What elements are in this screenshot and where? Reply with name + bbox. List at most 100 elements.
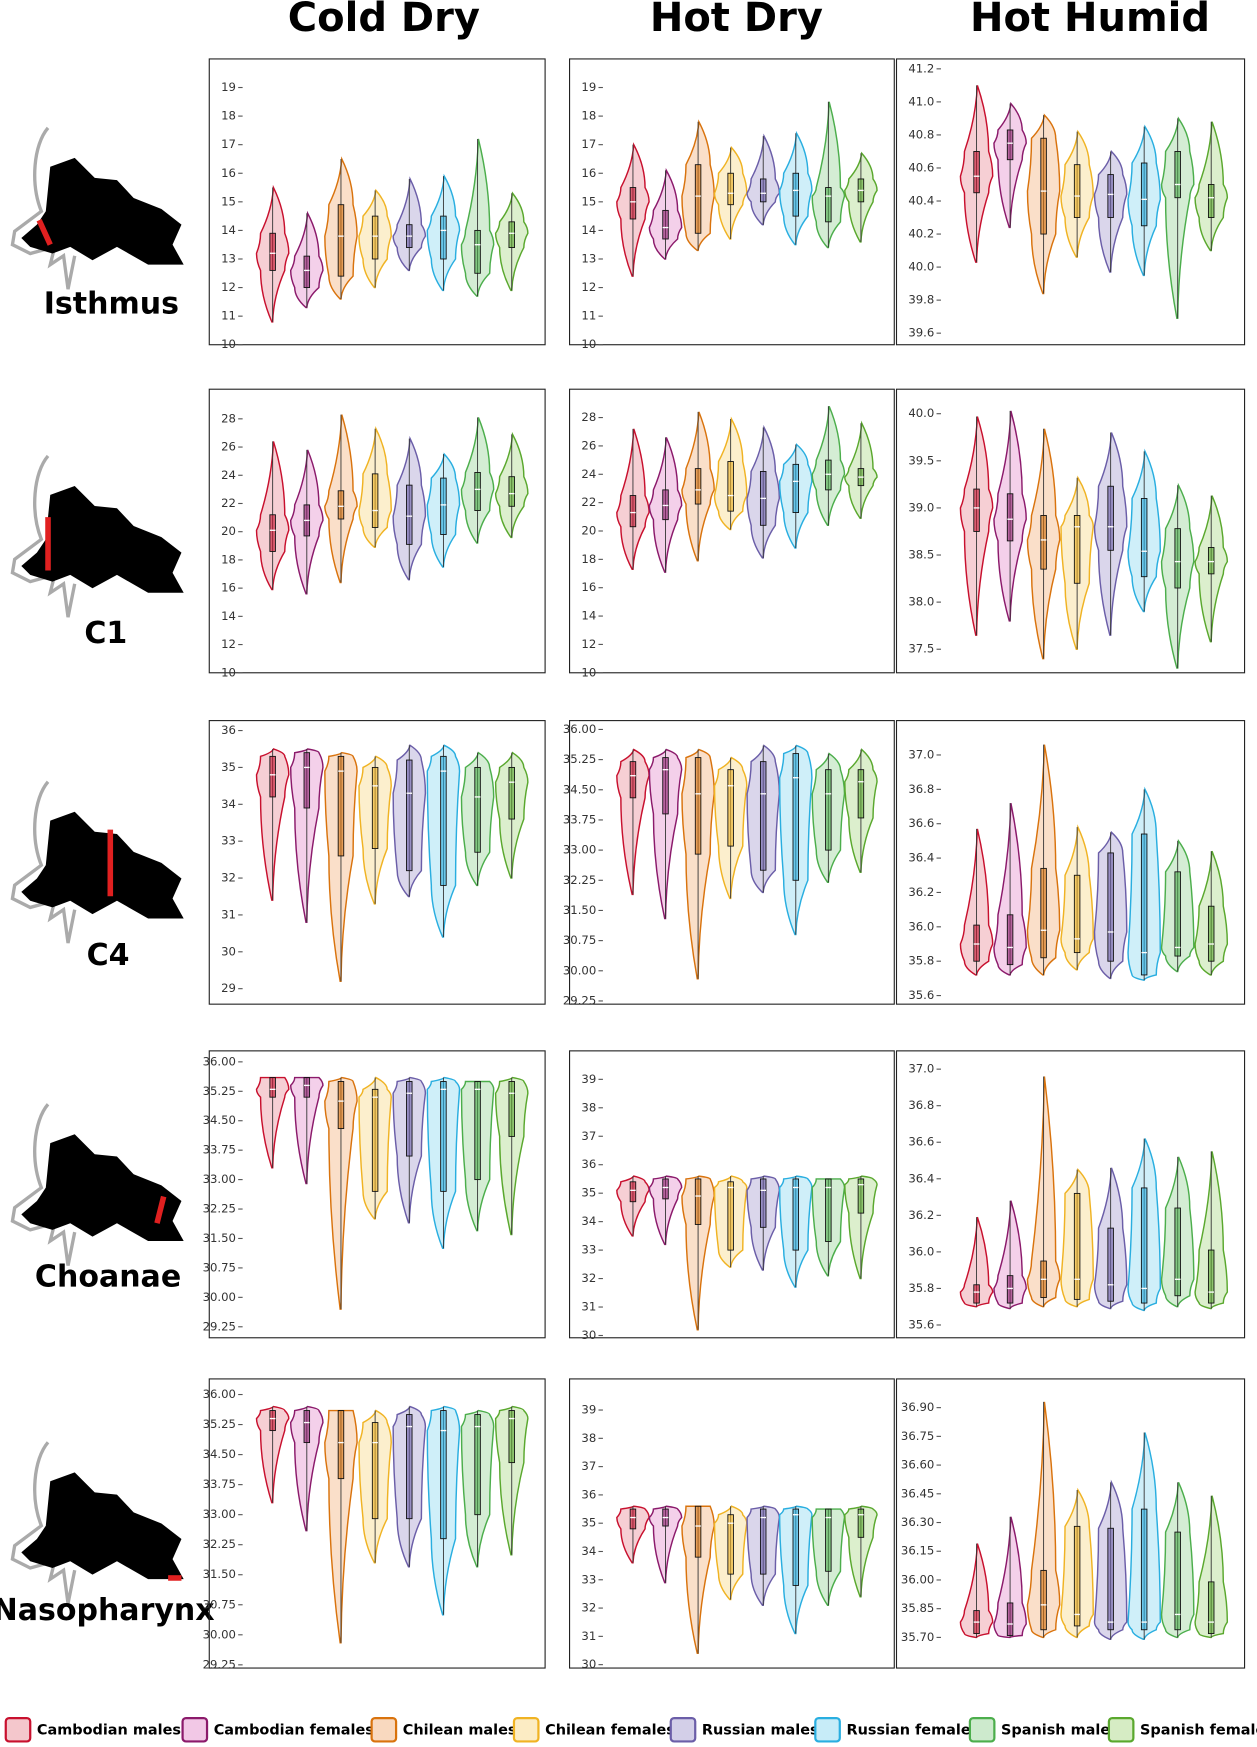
iqr-box	[793, 173, 799, 216]
y-tick-label: 39	[581, 1403, 596, 1417]
iqr-box	[372, 1089, 378, 1191]
y-tick-label: 36.6	[908, 1135, 934, 1149]
y-tick-label: 31	[581, 1629, 596, 1643]
iqr-box	[372, 216, 378, 259]
iqr-box	[372, 474, 378, 528]
y-tick-label: 17	[581, 137, 596, 151]
iqr-box	[441, 756, 447, 885]
iqr-box	[695, 469, 701, 504]
y-tick-label: 37.5	[908, 642, 934, 656]
y-tick-label: 35.8	[908, 1281, 934, 1295]
iqr-box	[338, 491, 344, 519]
y-tick-label: 31	[221, 907, 236, 921]
y-tick-label: 20	[581, 523, 596, 537]
y-tick-label: 32.25	[203, 1202, 236, 1216]
iqr-box	[1108, 486, 1114, 550]
iqr-box	[826, 1179, 832, 1242]
y-tick-label: 38.0	[908, 595, 934, 609]
y-tick-label: 32	[581, 1601, 596, 1615]
row-label: Choanae	[35, 1260, 181, 1295]
iqr-box	[1007, 130, 1013, 160]
y-tick-label: 30.00	[203, 1627, 236, 1641]
y-tick-label: 33.00	[563, 843, 596, 857]
y-tick-label: 34	[221, 797, 236, 811]
y-tick-label: 33.75	[203, 1143, 236, 1157]
y-tick-label: 24	[581, 467, 596, 481]
y-tick-label: 35.25	[563, 752, 596, 766]
iqr-box	[1175, 151, 1181, 197]
iqr-box	[475, 1081, 481, 1179]
y-tick-label: 18	[581, 552, 596, 566]
iqr-box	[974, 1285, 980, 1303]
iqr-box	[1074, 875, 1080, 952]
iqr-box	[728, 462, 734, 512]
y-tick-label: 37	[581, 1459, 596, 1473]
iqr-box	[663, 490, 669, 520]
iqr-box	[728, 1182, 734, 1250]
iqr-box	[793, 1179, 799, 1250]
y-tick-label: 30.00	[563, 963, 596, 977]
iqr-box	[406, 760, 412, 871]
iqr-box	[1041, 868, 1047, 957]
iqr-box	[338, 1081, 344, 1128]
iqr-box	[441, 478, 447, 534]
legend-label: Russian females	[846, 1722, 979, 1738]
iqr-box	[1007, 494, 1013, 541]
y-tick-label: 39.5	[908, 453, 934, 467]
iqr-box	[1041, 515, 1047, 569]
y-tick-label: 35	[221, 760, 236, 774]
y-tick-label: 22	[221, 496, 236, 510]
y-tick-label: 11	[581, 309, 596, 323]
iqr-box	[270, 1411, 276, 1431]
y-tick-label: 36.45	[901, 1486, 934, 1500]
iqr-box	[475, 767, 481, 852]
y-tick-label: 34.50	[203, 1113, 236, 1127]
iqr-box	[1208, 184, 1214, 217]
y-tick-label: 39.0	[908, 500, 934, 514]
y-tick-label: 12	[581, 637, 596, 651]
iqr-box	[793, 1509, 799, 1585]
iqr-box	[1074, 515, 1080, 583]
legend-label: Chilean females	[545, 1722, 675, 1738]
iqr-box	[304, 753, 310, 808]
iqr-box	[695, 1179, 701, 1225]
y-tick-label: 35.25	[203, 1084, 236, 1098]
iqr-box	[1108, 853, 1114, 961]
iqr-box	[1175, 1208, 1181, 1296]
y-tick-label: 32	[221, 871, 236, 885]
iqr-box	[630, 1182, 636, 1202]
iqr-box	[1007, 1603, 1013, 1636]
iqr-box	[728, 173, 734, 204]
y-tick-label: 36.8	[908, 782, 934, 796]
nose-diagram	[12, 1104, 183, 1265]
iqr-box	[663, 1179, 669, 1199]
iqr-box	[1007, 915, 1013, 965]
iqr-box	[793, 464, 799, 512]
y-tick-label: 39.6	[908, 326, 934, 340]
y-tick-label: 14	[221, 223, 236, 237]
y-tick-label: 32	[581, 1271, 596, 1285]
iqr-box	[974, 489, 980, 531]
iqr-box	[974, 925, 980, 961]
y-tick-label: 13	[221, 251, 236, 265]
y-tick-label: 15	[221, 194, 236, 208]
y-tick-label: 36.00	[901, 1572, 934, 1586]
y-tick-label: 38	[581, 1100, 596, 1114]
iqr-box	[1175, 872, 1181, 956]
y-tick-label: 34.50	[203, 1447, 236, 1461]
legend-swatch	[1109, 1718, 1133, 1741]
y-tick-label: 16	[581, 580, 596, 594]
y-tick-label: 36.00	[563, 722, 596, 736]
iqr-box	[441, 1411, 447, 1539]
iqr-box	[270, 1078, 276, 1098]
iqr-box	[695, 165, 701, 234]
iqr-box	[1108, 175, 1114, 218]
y-tick-label: 35.70	[901, 1630, 934, 1644]
y-tick-label: 30.75	[203, 1597, 236, 1611]
y-tick-label: 37	[581, 1129, 596, 1143]
y-tick-label: 35.8	[908, 954, 934, 968]
y-tick-label: 24	[221, 468, 236, 482]
figure: Cold Dry Hot Dry Hot Humid Isthmus C1 C4…	[0, 0, 1257, 1747]
iqr-box	[1074, 165, 1080, 218]
y-tick-label: 36.4	[908, 851, 934, 865]
